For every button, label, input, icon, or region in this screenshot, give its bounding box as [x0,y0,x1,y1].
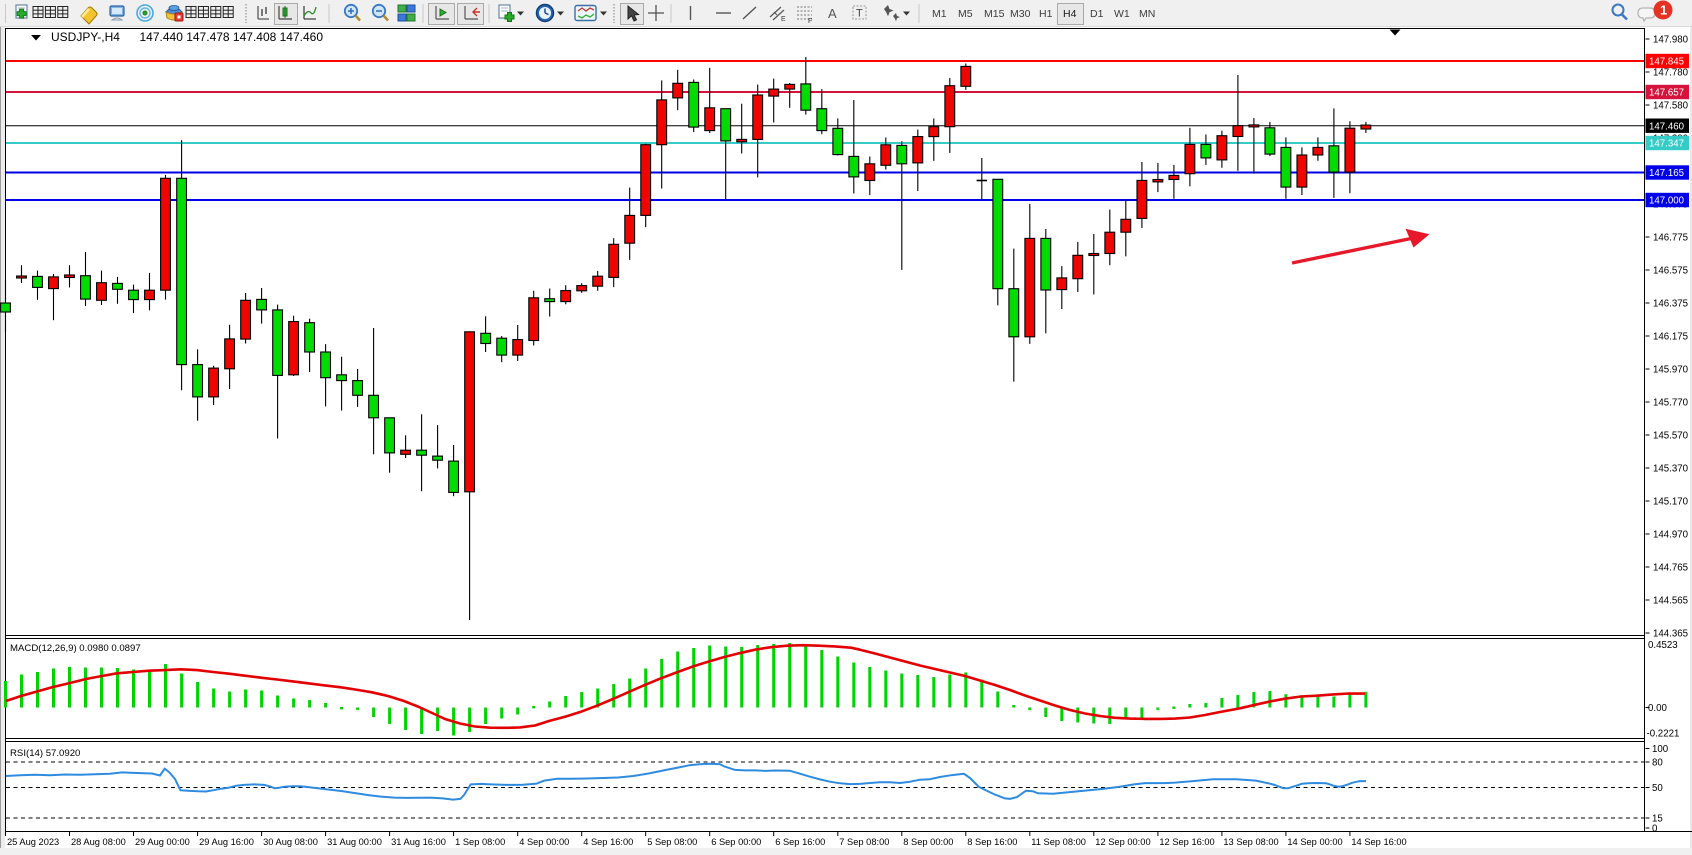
svg-text:14 Sep 16:00: 14 Sep 16:00 [1351,837,1406,847]
svg-text:145.370: 145.370 [1653,464,1689,475]
svg-text:M15: M15 [984,8,1005,20]
svg-text:144.765: 144.765 [1653,563,1688,574]
svg-text:147.845: 147.845 [1649,57,1684,68]
svg-text:12 Sep 16:00: 12 Sep 16:00 [1159,837,1214,847]
svg-text:12 Sep 00:00: 12 Sep 00:00 [1095,837,1150,847]
svg-text:146.175: 146.175 [1653,332,1688,343]
svg-text:80: 80 [1652,758,1663,769]
svg-text:145.170: 145.170 [1653,497,1689,508]
svg-text:145.770: 145.770 [1653,398,1689,409]
svg-text:147.780: 147.780 [1653,68,1689,79]
svg-text:144.970: 144.970 [1653,530,1689,541]
svg-text:A: A [828,6,837,21]
svg-text:T: T [856,8,863,20]
svg-text:E: E [781,16,786,23]
svg-text:14 Sep 00:00: 14 Sep 00:00 [1287,837,1342,847]
svg-text:F: F [808,18,812,25]
svg-text:147.440 147.478 147.408 147.46: 147.440 147.478 147.408 147.460 [140,30,324,44]
svg-text:W1: W1 [1114,8,1130,20]
svg-text:25 Aug 2023: 25 Aug 2023 [7,837,59,847]
svg-text:31 Aug 16:00: 31 Aug 16:00 [391,837,446,847]
svg-text:8 Sep 16:00: 8 Sep 16:00 [967,837,1017,847]
svg-text:144.365: 144.365 [1653,629,1688,640]
svg-text:RSI(14) 57.0920: RSI(14) 57.0920 [10,748,80,759]
svg-text:5 Sep 08:00: 5 Sep 08:00 [647,837,697,847]
svg-text:146.375: 146.375 [1653,299,1688,310]
svg-text:50: 50 [1652,783,1663,794]
svg-text:29 Aug 00:00: 29 Aug 00:00 [135,837,190,847]
svg-text:147.580: 147.580 [1653,101,1689,112]
svg-text:M30: M30 [1010,8,1031,20]
svg-text:6 Sep 00:00: 6 Sep 00:00 [711,837,761,847]
svg-text:MACD(12,26,9) 0.0980 0.0897: MACD(12,26,9) 0.0980 0.0897 [10,643,141,654]
svg-text:1: 1 [1660,3,1667,18]
svg-text:30 Aug 08:00: 30 Aug 08:00 [263,837,318,847]
svg-text:147.347: 147.347 [1649,139,1684,150]
svg-text:147.000: 147.000 [1649,196,1685,207]
svg-text:6 Sep 16:00: 6 Sep 16:00 [775,837,825,847]
svg-text:0.00: 0.00 [1648,703,1667,714]
svg-text:7 Sep 08:00: 7 Sep 08:00 [839,837,889,847]
svg-text:8 Sep 00:00: 8 Sep 00:00 [903,837,953,847]
svg-text:M5: M5 [958,8,973,20]
svg-text:MN: MN [1139,8,1155,20]
svg-text:147.980: 147.980 [1653,35,1689,46]
svg-text:M1: M1 [932,8,947,20]
svg-text:145.570: 145.570 [1653,431,1689,442]
svg-text:147.165: 147.165 [1649,168,1684,179]
svg-text:D1: D1 [1090,8,1104,20]
svg-text:145.970: 145.970 [1653,365,1689,376]
svg-text:146.575: 146.575 [1653,266,1688,277]
svg-text:-0.2221: -0.2221 [1647,729,1680,740]
svg-text:13 Sep 08:00: 13 Sep 08:00 [1223,837,1278,847]
svg-text:4 Sep 00:00: 4 Sep 00:00 [519,837,569,847]
svg-text:29 Aug 16:00: 29 Aug 16:00 [199,837,254,847]
svg-text:4 Sep 16:00: 4 Sep 16:00 [583,837,633,847]
svg-text:0: 0 [1652,824,1658,835]
svg-text:147.460: 147.460 [1649,121,1685,132]
svg-text:100: 100 [1652,744,1669,755]
svg-text:144.565: 144.565 [1653,596,1688,607]
svg-text:0.4523: 0.4523 [1648,640,1678,651]
svg-text:1 Sep 08:00: 1 Sep 08:00 [455,837,505,847]
svg-text:146.775: 146.775 [1653,233,1688,244]
svg-text:H1: H1 [1039,8,1053,20]
svg-text:11 Sep 08:00: 11 Sep 08:00 [1031,837,1086,847]
svg-text:H4: H4 [1063,8,1077,20]
svg-text:USDJPY-,H4: USDJPY-,H4 [51,30,120,44]
svg-text:147.657: 147.657 [1649,88,1684,99]
svg-text:31 Aug 00:00: 31 Aug 00:00 [327,837,382,847]
svg-text:28 Aug 08:00: 28 Aug 08:00 [71,837,126,847]
svg-text:15: 15 [1652,814,1663,825]
